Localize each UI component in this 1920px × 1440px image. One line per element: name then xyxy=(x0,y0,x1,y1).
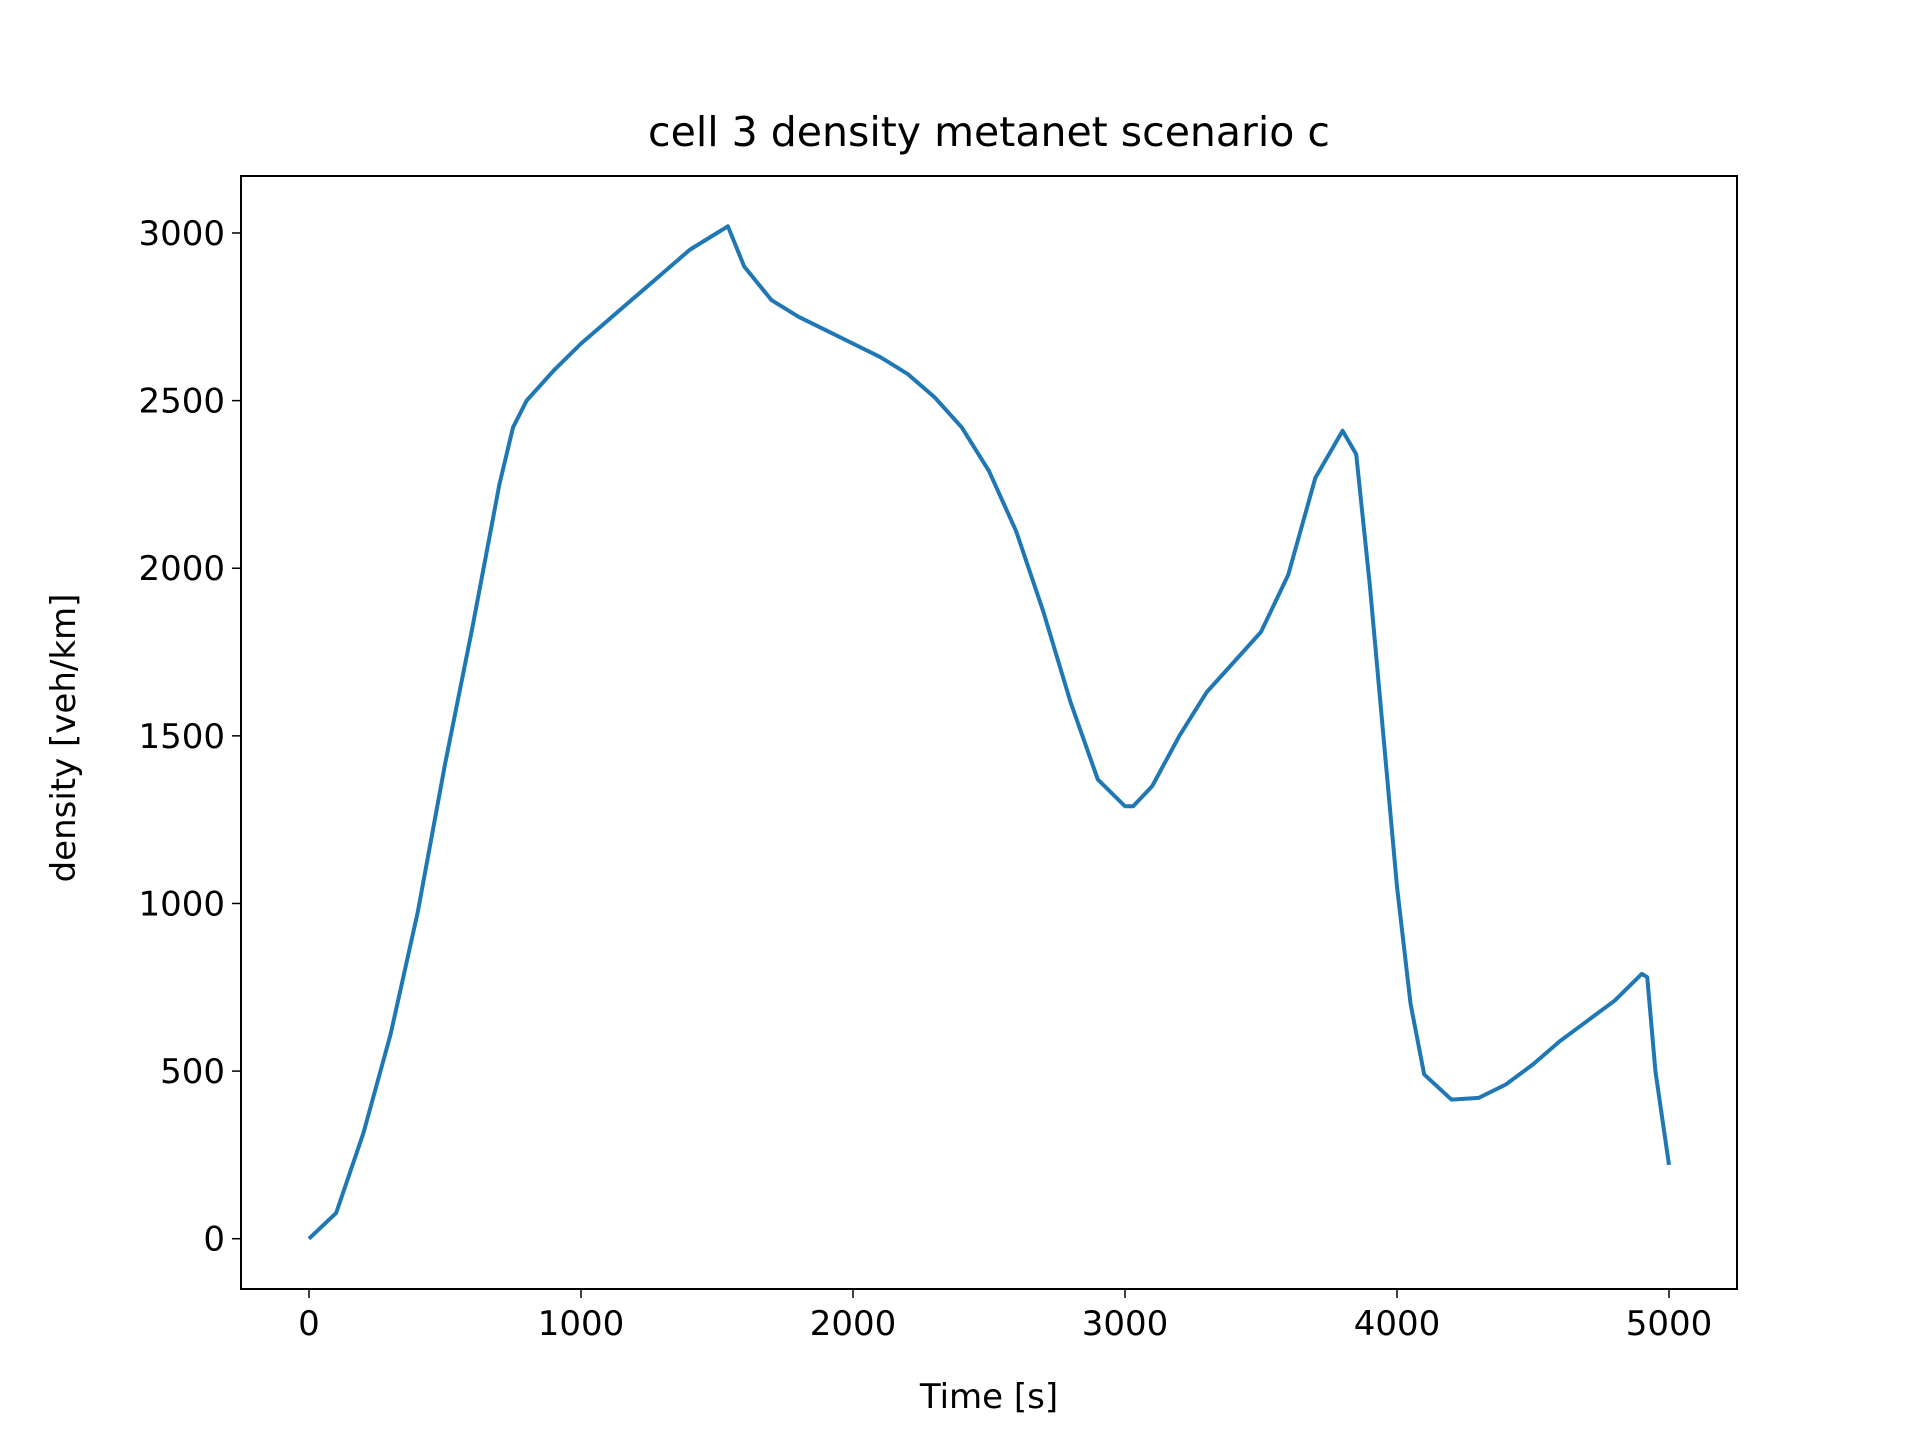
y-tick-label: 500 xyxy=(160,1052,225,1092)
y-tick-label: 2000 xyxy=(138,549,225,589)
x-tick-label: 2000 xyxy=(810,1304,897,1344)
y-axis-label: density [veh/km] xyxy=(44,594,84,883)
x-tick-label: 1000 xyxy=(538,1304,625,1344)
y-tick-label: 3000 xyxy=(138,214,225,254)
plot-frame xyxy=(240,175,1738,1290)
x-tick-label: 5000 xyxy=(1626,1304,1713,1344)
y-tick-label: 1000 xyxy=(138,884,225,924)
y-tick-label: 1500 xyxy=(138,717,225,757)
x-tick-label: 3000 xyxy=(1082,1304,1169,1344)
x-axis-label: Time [s] xyxy=(919,1377,1058,1417)
line xyxy=(307,224,1671,1241)
chart-title: cell 3 density metanet scenario c xyxy=(648,108,1330,156)
x-tick-label: 0 xyxy=(298,1304,320,1344)
y-tick-label: 2500 xyxy=(138,382,225,422)
x-tick-label: 4000 xyxy=(1354,1304,1441,1344)
y-tick-label: 0 xyxy=(203,1220,225,1260)
